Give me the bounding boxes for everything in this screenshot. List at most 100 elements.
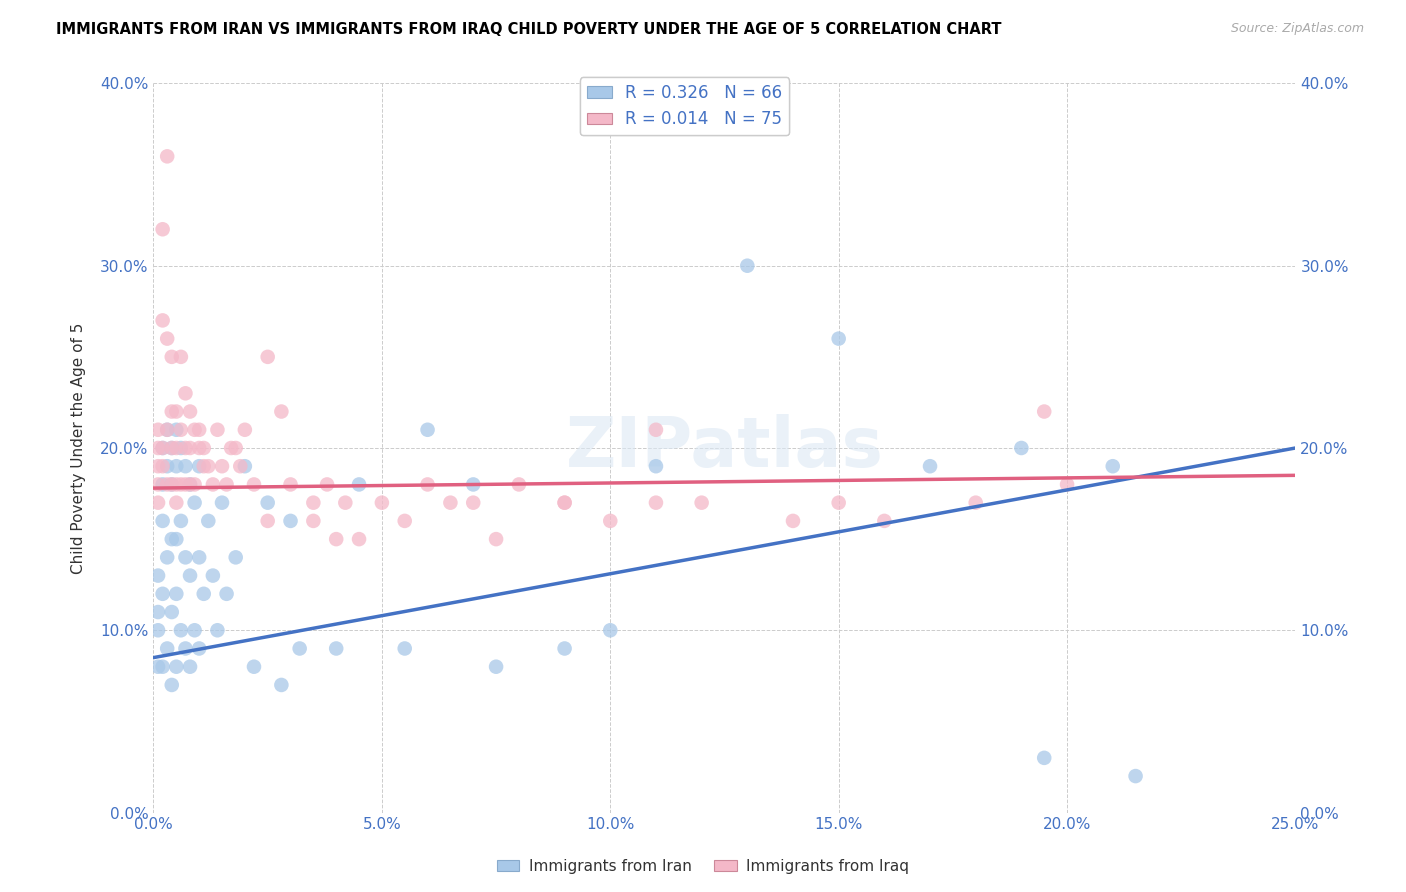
Point [174,459,197,474]
Point [160,678,183,692]
Point [156,423,179,437]
Point [1056,477,1078,491]
Point [211,496,233,510]
Point [160,350,183,364]
Point [165,404,187,418]
Y-axis label: Child Poverty Under the Age of 5: Child Poverty Under the Age of 5 [72,322,86,574]
Point [179,659,201,673]
Point [156,423,179,437]
Point [152,459,174,474]
Point [152,514,174,528]
Point [918,459,941,474]
Point [645,459,668,474]
Point [188,441,211,455]
Point [174,550,197,565]
Point [183,624,205,638]
Point [485,532,508,546]
Point [325,532,347,546]
Point [165,459,187,474]
Point [463,477,485,491]
Point [302,514,325,528]
Point [233,423,256,437]
Point [508,477,530,491]
Point [737,259,759,273]
Point [302,496,325,510]
Point [193,441,215,455]
Point [201,477,224,491]
Point [347,477,370,491]
Point [146,477,169,491]
Point [256,514,278,528]
Point [183,423,205,437]
Point [146,568,169,582]
Point [152,441,174,455]
Point [347,532,370,546]
Point [160,441,183,455]
Point [146,605,169,619]
Point [335,496,357,510]
Point [188,459,211,474]
Point [170,477,193,491]
Point [193,587,215,601]
Point [146,459,169,474]
Point [243,659,266,673]
Point [229,459,252,474]
Point [211,459,233,474]
Point [554,496,576,510]
Point [165,496,187,510]
Point [280,514,302,528]
Point [827,496,849,510]
Point [325,641,347,656]
Point [463,496,485,510]
Point [288,641,311,656]
Point [965,496,987,510]
Point [188,550,211,565]
Text: IMMIGRANTS FROM IRAN VS IMMIGRANTS FROM IRAQ CHILD POVERTY UNDER THE AGE OF 5 CO: IMMIGRANTS FROM IRAN VS IMMIGRANTS FROM … [56,22,1001,37]
Point [146,423,169,437]
Point [179,441,201,455]
Point [160,441,183,455]
Text: ZIPatlas: ZIPatlas [565,415,883,482]
Point [152,587,174,601]
Point [170,423,193,437]
Point [1010,441,1032,455]
Point [152,441,174,455]
Point [316,477,339,491]
Point [219,441,242,455]
Point [782,514,804,528]
Point [645,423,668,437]
Point [146,659,169,673]
Point [439,496,461,510]
Point [160,532,183,546]
Point [1125,769,1147,783]
Point [485,659,508,673]
Point [160,477,183,491]
Point [256,350,278,364]
Point [1033,751,1056,765]
Point [554,496,576,510]
Point [599,624,621,638]
Point [225,441,247,455]
Point [156,149,179,163]
Point [160,404,183,418]
Point [146,441,169,455]
Point [371,496,394,510]
Point [170,514,193,528]
Point [183,496,205,510]
Point [1101,459,1123,474]
Point [146,496,169,510]
Point [233,459,256,474]
Point [554,641,576,656]
Point [156,459,179,474]
Point [280,477,302,491]
Text: Source: ZipAtlas.com: Source: ZipAtlas.com [1230,22,1364,36]
Point [174,441,197,455]
Point [188,423,211,437]
Point [170,624,193,638]
Point [188,641,211,656]
Point [416,477,439,491]
Point [165,587,187,601]
Point [201,568,224,582]
Point [152,659,174,673]
Point [599,514,621,528]
